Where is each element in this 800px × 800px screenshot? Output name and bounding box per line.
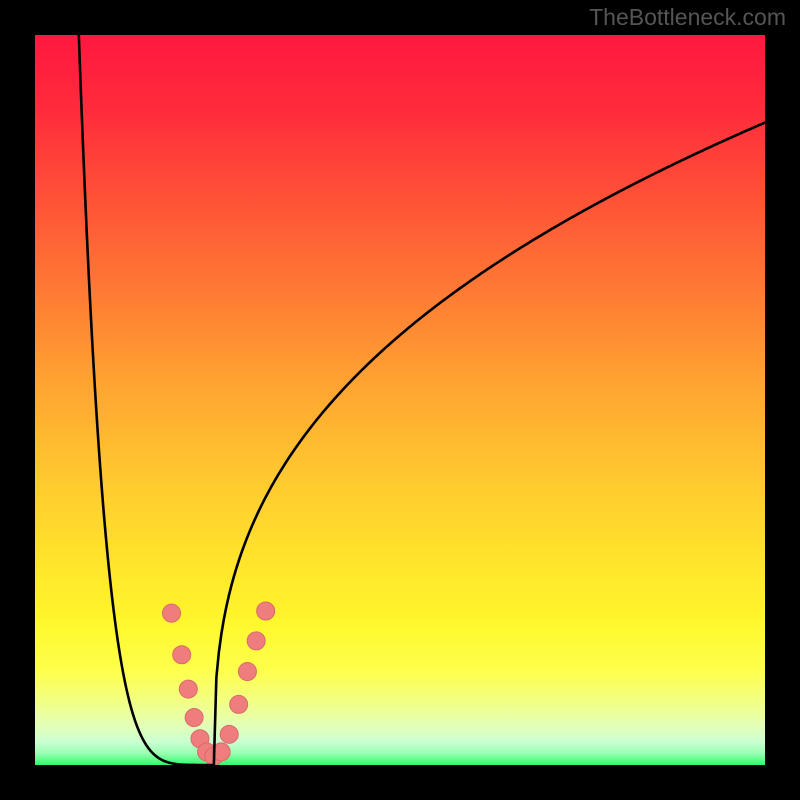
- curve-marker: [220, 725, 238, 743]
- curve-marker: [179, 680, 197, 698]
- plot-area: [35, 35, 765, 765]
- curve-marker: [247, 632, 265, 650]
- watermark-label: TheBottleneck.com: [589, 4, 786, 31]
- bottleneck-curve: [35, 35, 765, 765]
- curve-marker: [230, 695, 248, 713]
- chart-frame: [0, 0, 800, 800]
- curve-marker: [185, 709, 203, 727]
- curve-marker: [173, 646, 191, 664]
- curve-marker: [257, 602, 275, 620]
- curve-marker: [163, 604, 181, 622]
- curve-markers: [163, 602, 275, 765]
- curve-marker: [238, 663, 256, 681]
